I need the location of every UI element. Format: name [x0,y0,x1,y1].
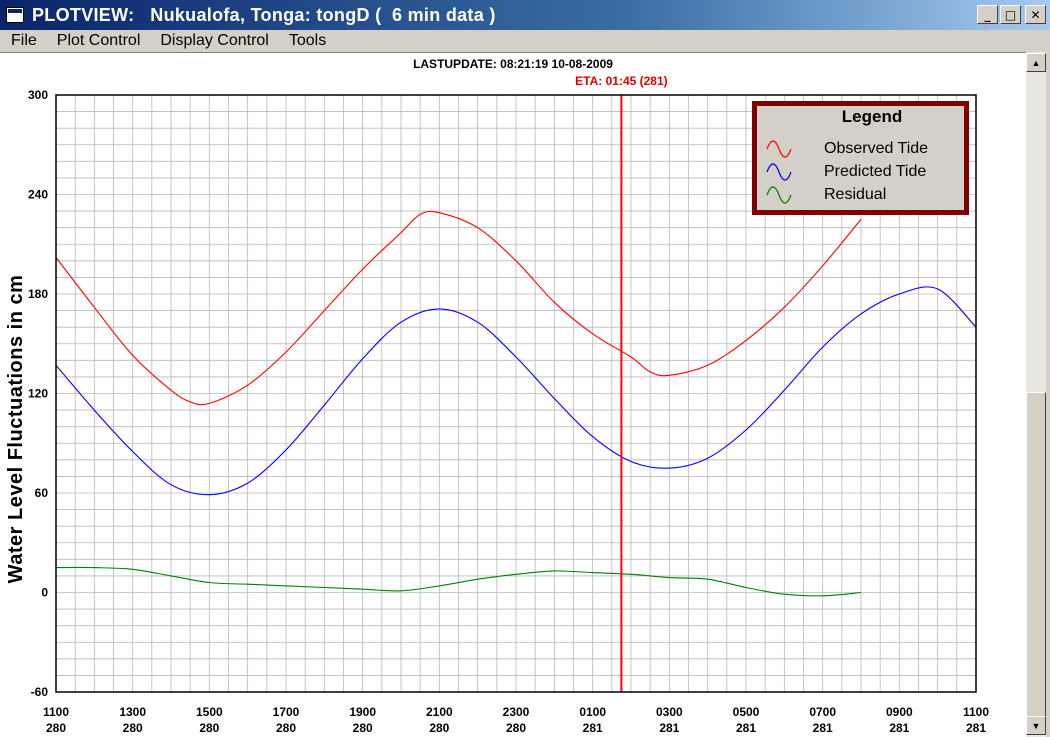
x-tick-label-day: 280 [46,721,66,735]
app-window-icon [6,7,24,23]
window-title-bar[interactable]: PLOTVIEW: Nukualofa, Tonga: tongD ( 6 mi… [0,0,1050,30]
tide-chart: LASTUPDATE: 08:21:19 10-08-2009 ETA: 01:… [0,53,1026,737]
x-tick-label-day: 280 [353,721,373,735]
x-tick-label-day: 280 [276,721,296,735]
x-tick-label-time: 1500 [196,705,223,719]
x-tick-label-time: 1100 [963,705,989,719]
x-tick-label-day: 281 [659,721,679,735]
x-tick-label-time: 2100 [426,705,453,719]
y-tick-labels: -60 0 60 120 180 240 300 [28,88,48,699]
last-update-label: LASTUPDATE: 08:21:19 10-08-2009 [413,57,613,71]
legend-label-residual: Residual [824,186,886,203]
x-tick-labels: 1100 280 1300 280 1500 280 1700 280 1900 280 2100 2… [43,705,989,735]
x-tick-label-day: 280 [429,721,449,735]
legend-box [757,106,964,210]
x-tick-label-time: 0100 [579,705,606,719]
x-tick-label-time: 0300 [656,705,683,719]
x-tick-label-time: 1700 [273,705,300,719]
y-tick-label: 120 [28,387,48,401]
y-tick-label: 180 [28,287,48,301]
menu-bar: File Plot Control Display Control Tools [0,30,1050,52]
maximize-button[interactable]: □ [1000,5,1021,24]
window-right-border [1046,52,1050,737]
legend-swatch-observed [766,140,792,158]
y-tick-label: -60 [31,685,49,699]
menu-display-control[interactable]: Display Control [160,32,269,49]
scroll-down-button[interactable]: ▼ [1026,716,1046,735]
y-tick-label: 60 [35,486,49,500]
legend-swatch-predicted [766,163,792,181]
chart-series [55,210,977,597]
plot-canvas: LASTUPDATE: 08:21:19 10-08-2009 ETA: 01:… [0,52,1026,737]
y-tick-label: 300 [28,88,48,102]
scroll-thumb[interactable] [1026,392,1046,718]
x-tick-label-day: 280 [506,721,526,735]
legend[interactable]: Legend Observed Tide Predicted Tide Resi… [752,101,969,215]
x-tick-label-day: 281 [583,721,603,735]
minimize-button[interactable]: _ [977,5,998,24]
scroll-up-button[interactable]: ▲ [1026,53,1046,72]
window-controls: _ □ ✕ [977,5,1046,24]
legend-label-predicted: Predicted Tide [824,163,926,180]
legend-label-observed: Observed Tide [824,140,928,157]
close-button[interactable]: ✕ [1025,5,1046,24]
y-tick-label: 240 [28,188,48,202]
x-tick-label-day: 281 [736,721,756,735]
predicted-tide-line [55,286,977,496]
x-tick-label-time: 0700 [809,705,836,719]
legend-title: Legend [842,107,902,126]
menu-plot-control[interactable]: Plot Control [56,32,141,49]
plot-frame [55,94,977,693]
x-tick-label-time: 2300 [503,705,530,719]
observed-tide-line [55,210,862,406]
x-tick-label-day: 280 [199,721,219,735]
eta-label: ETA: 01:45 (281) [575,74,667,88]
x-tick-label-day: 281 [889,721,909,735]
y-axis-label: Water Level Fluctuations in cm [5,275,27,584]
x-tick-label-time: 1300 [119,705,146,719]
x-tick-label-time: 0900 [886,705,913,719]
menu-file[interactable]: File [11,32,37,49]
legend-swatch-residual [766,186,792,204]
residual-line [55,566,862,597]
x-tick-label-day: 281 [966,721,986,735]
vertical-scrollbar[interactable]: ▲ ▼ [1026,52,1046,737]
x-tick-label-day: 280 [123,721,143,735]
menu-tools[interactable]: Tools [288,32,327,49]
y-tick-label: 0 [41,586,48,600]
x-tick-label-time: 1100 [43,705,69,719]
x-tick-label-time: 1900 [349,705,376,719]
x-tick-label-time: 0500 [733,705,760,719]
window-title: PLOTVIEW: Nukualofa, Tonga: tongD ( 6 mi… [32,4,496,25]
x-tick-label-day: 281 [813,721,833,735]
